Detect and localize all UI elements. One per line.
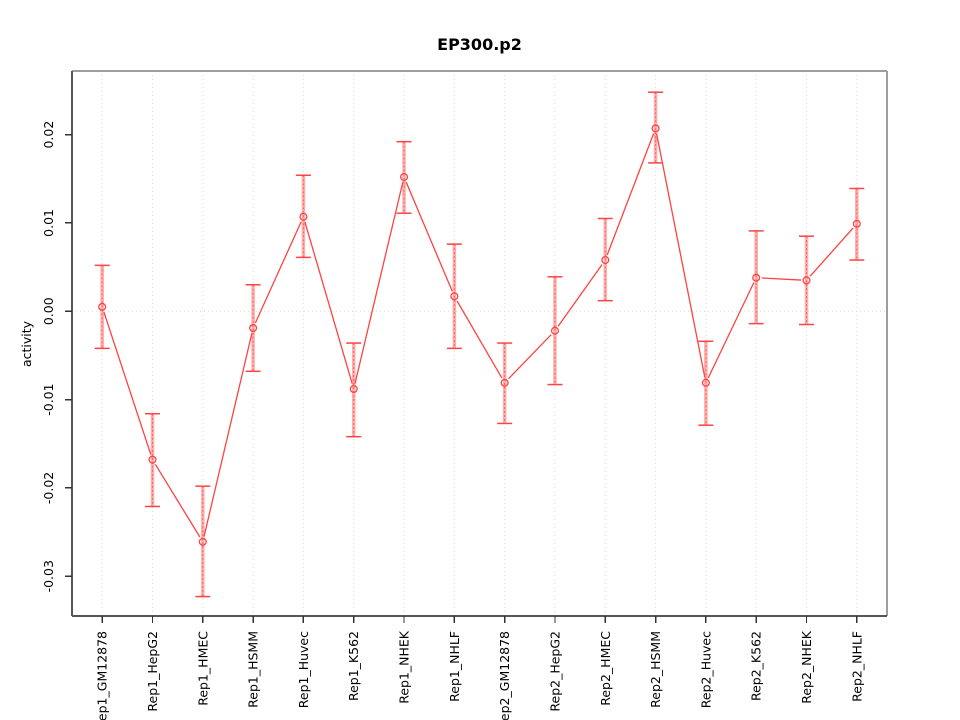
data-point <box>148 455 157 464</box>
y-axis-title: activity <box>19 320 34 367</box>
x-tick-label: Rep2_GM12878 <box>497 631 512 720</box>
y-tick-label: -0.02 <box>41 472 56 504</box>
y-tick-label: -0.03 <box>41 560 56 592</box>
x-tick-label: Rep1_HSMM <box>246 631 261 708</box>
series-segment <box>456 300 503 379</box>
x-tick-label: Rep1_Huvec <box>296 631 311 708</box>
series-segment <box>405 181 453 292</box>
y-tick-label: -0.01 <box>41 383 56 415</box>
data-point <box>852 219 861 228</box>
series-segment <box>508 334 552 380</box>
data-point <box>98 302 107 311</box>
data-point <box>802 276 811 285</box>
series-segment <box>254 221 302 324</box>
x-tick-label: Rep2_NHEK <box>799 630 814 704</box>
series-segment <box>304 221 353 384</box>
chart-title: EP300.p2 <box>437 35 522 54</box>
data-point <box>399 172 409 182</box>
x-tick-label: Rep1_HepG2 <box>145 631 160 712</box>
data-point <box>601 255 610 265</box>
x-tick-label: Rep1_NHLF <box>447 631 462 702</box>
data-point <box>651 124 660 133</box>
x-tick-label: Rep1_K562 <box>346 631 361 701</box>
x-tick-label: Rep1_GM12878 <box>95 631 110 720</box>
data-point <box>249 323 258 333</box>
series-segment <box>761 277 802 281</box>
series-segment <box>656 133 706 378</box>
y-tick-label: 0.00 <box>41 297 56 325</box>
x-tick-label: Rep1_NHEK <box>397 630 412 704</box>
data-point <box>752 273 761 282</box>
data-point <box>701 378 710 387</box>
series-segment <box>203 333 253 537</box>
y-tick-label: 0.02 <box>41 121 56 149</box>
plot-area: -0.03 -0.02 -0.01 0.00 0.01 0.02 Rep1_GM12878 R… <box>41 70 888 720</box>
x-tick-label: Rep2_HepG2 <box>547 631 562 712</box>
series-segment <box>557 264 603 327</box>
series-segment <box>606 133 655 256</box>
x-tick-label: Rep2_HSMM <box>648 631 663 708</box>
data-point <box>500 378 509 387</box>
series-segment <box>103 311 152 455</box>
series-segment <box>354 182 404 384</box>
data-point <box>450 292 459 301</box>
data-point <box>299 212 308 221</box>
data-point <box>550 326 560 335</box>
x-tick-label: Rep2_Huvec <box>698 631 713 708</box>
y-tick-label: 0.01 <box>41 209 56 237</box>
x-tick-label: Rep1_HMEC <box>195 631 210 706</box>
series-segment <box>707 282 755 379</box>
series-segment <box>809 227 854 277</box>
data-point <box>349 384 358 394</box>
x-tick-label: Rep2_NHLF <box>849 631 864 702</box>
series-segment <box>154 464 201 538</box>
x-tick-label: Rep2_HMEC <box>598 631 613 706</box>
data-point <box>198 537 207 546</box>
x-tick-label: Rep2_K562 <box>749 631 764 701</box>
